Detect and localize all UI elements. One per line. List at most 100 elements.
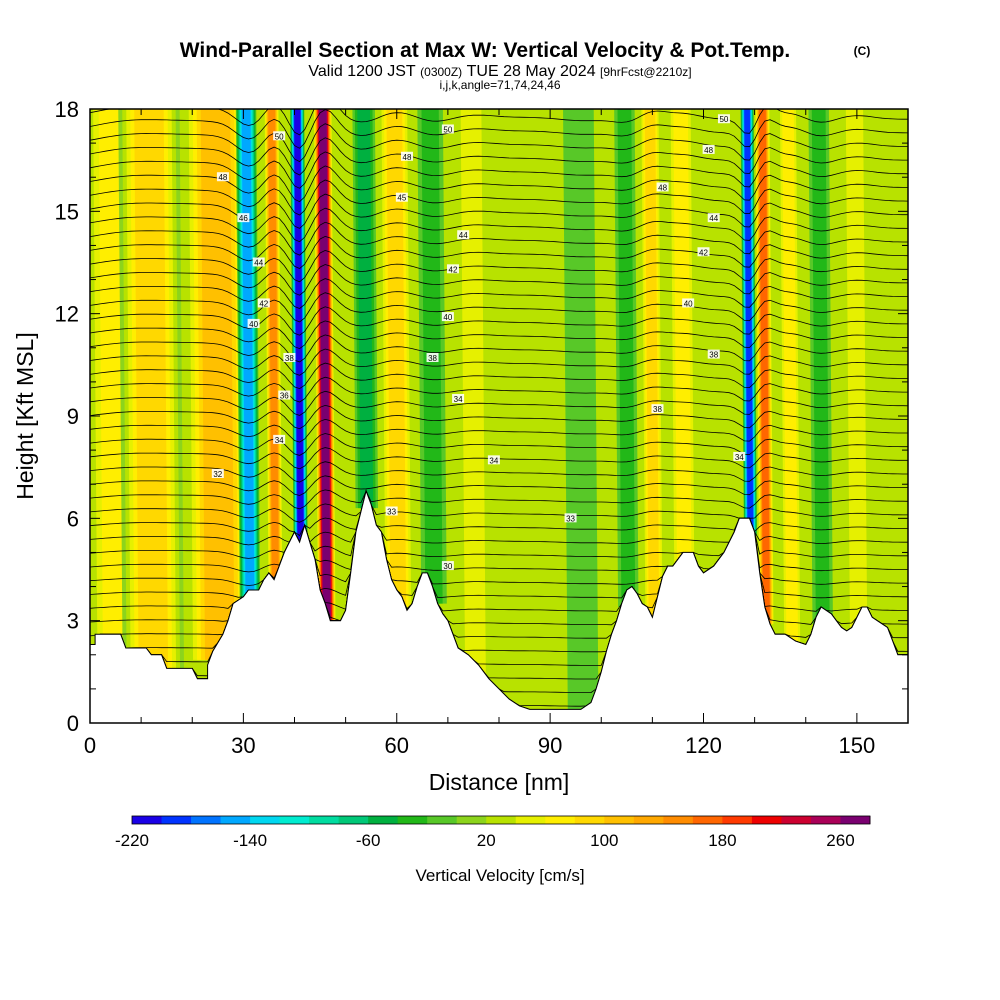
colorbar-swatch [132,816,163,824]
colorbar-title: Vertical Velocity [cm/s] [415,866,584,885]
theta-contour [90,320,908,350]
theta-label: 34 [273,434,286,445]
theta-contour [90,404,908,430]
theta-contour [90,489,908,626]
plot-area: 32 34 36 38 40 42 44 46 48 50 33 30 34 34 38 40 42 44 45 48… [90,109,908,723]
x-axis-title: Distance [nm] [429,769,570,795]
theta-label: 34 [452,393,465,404]
y-tick-label: 12 [55,302,79,327]
velocity-band [841,109,872,635]
colorbar-labels: -220 -140 -60 20 100 180 260 [115,831,855,850]
velocity-band-level [673,109,692,570]
theta-label-text: 45 [397,194,406,203]
theta-contour [90,193,908,229]
theta-contour [90,489,908,559]
theta-label-box [707,349,720,359]
colorbar-swatch [840,816,871,824]
theta-label-box [273,131,286,141]
colorbar-swatch [309,816,340,824]
colorbar-label: -220 [115,831,149,850]
theta-label-text: 33 [387,508,396,517]
theta-label: 44 [707,213,720,223]
velocity-band-level [460,109,486,677]
theta-label-text: 42 [449,265,458,274]
theta-label-box [697,247,710,257]
theta-label-box [733,451,746,461]
colorbar-swatch [545,816,576,824]
theta-label: 48 [400,151,413,162]
x-tick-labels: 0 30 60 90 120 150 [84,733,875,758]
theta-label-box [216,172,229,182]
velocity-band-level [386,109,407,608]
y-tick-label: 3 [67,609,79,634]
theta-label-text: 33 [566,514,575,523]
velocity-band [378,109,414,608]
theta-label-box [257,298,270,308]
copyright-mark: (C) [854,44,871,58]
theta-label: 34 [733,451,746,462]
valid-time-line: Valid 1200 JST (0300Z) TUE 28 May 2024 [… [308,63,691,80]
theta-label: 45 [395,192,408,203]
y-tick-label: 6 [67,506,79,531]
theta-label-box [400,151,413,161]
theta-contour [90,306,908,336]
colorbar-swatch [692,816,723,824]
terrain-mask [90,489,908,723]
theta-contour [90,433,908,456]
theta-label: 38 [283,353,296,363]
theta-label-text: 38 [428,354,437,363]
theta-label-box [717,114,730,124]
theta-label-text: 32 [213,470,222,479]
theta-label: 36 [278,390,291,401]
theta-label: 48 [216,172,229,182]
theta-label-box [273,434,286,444]
colorbar-label: 180 [708,831,736,850]
theta-label-text: 48 [403,153,412,162]
theta-contour [90,489,908,599]
velocity-band [639,109,665,635]
theta-label: 50 [441,124,454,134]
chart-title: Wind-Parallel Section at Max W: Vertical… [180,39,791,62]
theta-label-text: 38 [653,405,662,414]
colorbar-swatch [810,816,841,824]
colorbar-swatch [427,816,458,824]
colorbar-swatch [781,816,812,824]
velocity-band-level [845,109,868,635]
theta-contour [90,109,908,149]
theta-label-box [395,192,408,202]
theta-label: 40 [247,318,260,329]
theta-label-box [252,257,265,267]
theta-contour [90,362,908,390]
colorbar-swatch [220,816,251,824]
theta-label-text: 34 [454,395,463,404]
theta-label-box [682,298,695,308]
colorbar-swatch [456,816,487,824]
colorbar-swatch [604,816,635,824]
velocity-band [667,109,698,570]
y-tick-label: 18 [55,97,79,122]
theta-contour [90,221,908,256]
theta-label-text: 44 [254,259,263,268]
theta-label: 42 [697,247,710,257]
theta-contour [90,249,908,283]
theta-label-text: 48 [218,173,227,182]
colorbar-swatch [338,816,369,824]
theta-contour [90,264,908,296]
theta-contour [90,489,908,586]
y-axis-title: Height [Kft MSL] [12,332,38,499]
theta-label-box [564,513,577,523]
theta-label-text: 44 [459,231,468,240]
theta-contour [90,489,908,573]
theta-contour [90,137,908,176]
velocity-band-level [644,109,660,635]
theta-contour [90,109,908,136]
y-tick-labels: 0 3 6 9 12 15 18 [55,97,79,736]
theta-contour [90,390,908,416]
theta-label-text: 48 [704,146,713,155]
theta-label: 48 [702,144,715,155]
theta-contour [90,292,908,323]
theta-label: 42 [446,264,459,274]
theta-contour [90,151,908,189]
theta-contour [90,461,908,483]
